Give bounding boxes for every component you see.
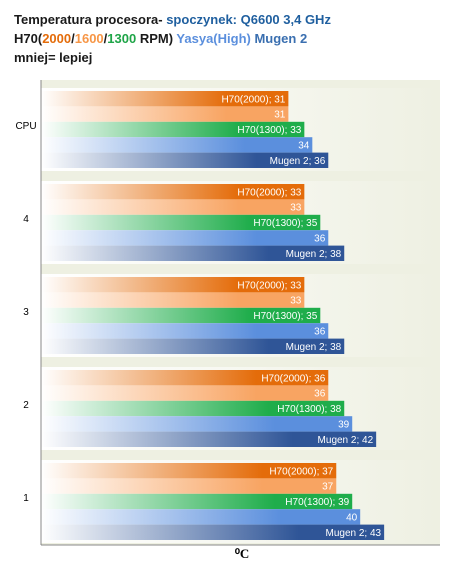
bar xyxy=(41,478,337,494)
title-segment: H70( xyxy=(14,31,43,46)
value-label: 40 xyxy=(346,513,358,524)
value-label: Mugen 2; 43 xyxy=(326,528,382,539)
bar xyxy=(41,385,329,401)
value-label: 36 xyxy=(314,327,326,338)
bar xyxy=(41,370,329,386)
value-label: 37 xyxy=(322,482,334,493)
x-axis-label: ⁰C xyxy=(235,546,250,561)
title-segment: 1600 xyxy=(74,31,104,46)
y-tick-label: 3 xyxy=(23,307,29,318)
title-segment: mniej= lepiej xyxy=(14,50,93,65)
bar xyxy=(41,121,305,138)
bar xyxy=(41,400,345,417)
bar xyxy=(41,91,289,107)
value-label: H70(1300); 35 xyxy=(253,311,317,322)
bar xyxy=(41,245,345,261)
title-segment: Mugen 2 xyxy=(250,31,308,46)
bar xyxy=(41,338,345,354)
value-label: H70(2000); 37 xyxy=(269,466,333,477)
title-line: H70(2000/1600/1300 RPM) Yasya(High) Muge… xyxy=(14,29,331,48)
value-label: H70(2000); 31 xyxy=(221,94,285,105)
value-label: 36 xyxy=(314,389,326,400)
title-segment: Temperatura procesora- xyxy=(14,12,167,27)
title-segment: / xyxy=(103,31,108,46)
chart-title: Temperatura procesora- spoczynek: Q6600 … xyxy=(14,10,331,67)
value-label: H70(2000); 33 xyxy=(237,187,301,198)
y-tick-label: 2 xyxy=(23,400,29,411)
bar xyxy=(41,214,321,231)
value-label: Mugen 2; 42 xyxy=(318,435,374,446)
y-tick-label: 1 xyxy=(23,493,29,504)
title-segment: spoczynek: Q6600 3,4 GHz xyxy=(166,12,331,27)
y-tick-label: 4 xyxy=(23,214,29,225)
value-label: 31 xyxy=(274,110,286,121)
title-segment: Yasya(High) xyxy=(173,31,251,46)
bar xyxy=(41,106,289,122)
value-label: 33 xyxy=(290,203,302,214)
bar xyxy=(41,199,305,215)
value-label: Mugen 2; 38 xyxy=(286,249,342,260)
value-label: H70(2000); 33 xyxy=(237,280,301,291)
bar xyxy=(41,184,305,200)
value-label: H70(1300); 33 xyxy=(237,125,301,136)
title-segment: 1300 xyxy=(107,31,137,46)
bar xyxy=(41,509,361,525)
value-label: Mugen 2; 36 xyxy=(270,156,326,167)
value-label: H70(2000); 36 xyxy=(261,373,325,384)
title-segment: / xyxy=(71,31,75,46)
y-tick-label: CPU xyxy=(15,121,36,132)
bar xyxy=(41,137,313,153)
value-label: H70(1300); 39 xyxy=(285,497,349,508)
title-segment: 2000 xyxy=(42,31,72,46)
bar xyxy=(41,463,337,479)
title-line: Temperatura procesora- spoczynek: Q6600 … xyxy=(14,10,331,29)
bar xyxy=(41,323,329,339)
value-label: Mugen 2; 38 xyxy=(286,342,342,353)
bar xyxy=(41,493,353,510)
value-label: 34 xyxy=(298,141,310,152)
value-label: 39 xyxy=(338,420,350,431)
bar xyxy=(41,292,305,308)
title-segment: RPM) xyxy=(136,31,174,46)
bar xyxy=(41,230,329,246)
title-line: mniej= lepiej xyxy=(14,48,331,67)
bar xyxy=(41,431,377,447)
bar xyxy=(41,524,385,540)
value-label: H70(1300); 38 xyxy=(277,404,341,415)
value-label: 36 xyxy=(314,234,326,245)
bar xyxy=(41,416,353,432)
bar xyxy=(41,307,321,324)
bar xyxy=(41,152,329,168)
value-label: 33 xyxy=(290,296,302,307)
value-label: H70(1300); 35 xyxy=(253,218,317,229)
bar xyxy=(41,277,305,293)
